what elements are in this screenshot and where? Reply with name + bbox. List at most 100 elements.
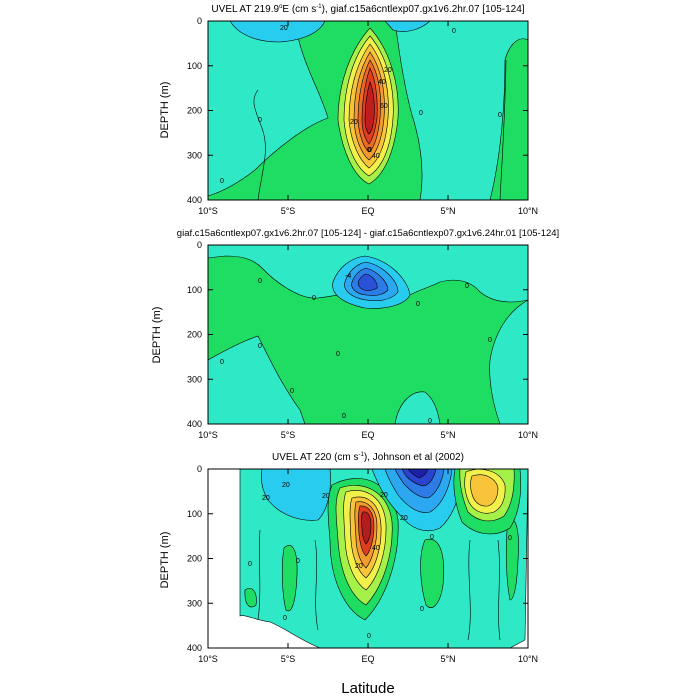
panel-1-band-0-10 (208, 21, 329, 197)
panel-3-field (208, 469, 528, 648)
contour-label: 20 (400, 515, 408, 522)
x-tick-label: 10°S (198, 206, 218, 216)
contour-label: 0 (283, 615, 287, 622)
panel-1-zero-left (253, 89, 266, 200)
panel-2: giaf.c15a6cntlexp07.gx1v6.2hr.07 [105-12… (151, 228, 559, 440)
contour-label: 0 (248, 561, 252, 568)
contour-label: 0 (258, 278, 262, 285)
y-tick-label: 100 (187, 285, 202, 295)
x-tick-label: 10°N (518, 654, 538, 664)
y-tick-label: 200 (187, 554, 202, 564)
x-tick-label: EQ (361, 654, 374, 664)
panel-1: UVEL AT 219.9oE (cm s-1), giaf.c15a6cntl… (159, 4, 538, 216)
panel-2-title: giaf.c15a6cntlexp07.gx1v6.2hr.07 [105-12… (177, 228, 559, 239)
y-tick-label: 200 (187, 330, 202, 340)
panel-1-jet-70 (364, 81, 375, 135)
panel-3-green-left2 (244, 588, 257, 608)
y-tick-label: 200 (187, 106, 202, 116)
y-tick-label: 300 (187, 374, 202, 384)
x-tick-label: EQ (361, 206, 374, 216)
panel-1-contour-labels: 20 0 20 40 60 40 20 0 0 0 0 0 0 0 (220, 25, 502, 185)
panel-3-green-mid (420, 538, 444, 608)
contour-label: 0 (420, 606, 424, 613)
panel-3: UVEL AT 220 (cm s-1), Johnson et al (200… (159, 452, 538, 664)
contour-label: 0 (428, 418, 432, 425)
contour-label: 0 (416, 301, 420, 308)
contour-label: 0 (508, 535, 512, 542)
panel-3-filament-1 (257, 529, 261, 621)
y-tick-label: 0 (197, 464, 202, 474)
panel-3-ylabel: DEPTH (m) (159, 532, 171, 589)
y-tick-label: 300 (187, 150, 202, 160)
panel-2-band-right (489, 299, 528, 424)
x-tick-label: 5°S (281, 430, 296, 440)
contour-label: 20 (282, 482, 290, 489)
x-tick-label: 10°S (198, 430, 218, 440)
contour-label: 20 (350, 119, 358, 126)
contour-label: 0 (290, 388, 294, 395)
contour-label: 0 (452, 28, 456, 35)
x-axis-label: Latitude (341, 680, 394, 697)
y-tick-label: 100 (187, 509, 202, 519)
contour-label: 0 (367, 633, 371, 640)
panel-2-contour-labels: -4 0 0 0 0 0 0 0 0 0 0 0 (220, 273, 492, 425)
y-tick-label: 400 (187, 195, 202, 205)
contour-label: 40 (372, 545, 380, 552)
panel-1-band-cyan-top (229, 21, 326, 43)
panel-3-filament-2 (314, 539, 319, 631)
contour-label: 0 (220, 178, 224, 185)
contour-label: 60 (380, 103, 388, 110)
panel-3-neg-5 (407, 469, 429, 479)
contour-label: 0 (296, 558, 300, 565)
y-tick-label: 400 (187, 643, 202, 653)
panel-2-band-left (208, 335, 306, 424)
x-tick-label: 5°N (440, 206, 455, 216)
panel-2-ylabel: DEPTH (m) (151, 307, 163, 364)
y-tick-label: 300 (187, 598, 202, 608)
contour-label: 0 (498, 112, 502, 119)
x-tick-label: 10°S (198, 654, 218, 664)
panel-2-axes: 10°S 5°S EQ 5°N 10°N 0 100 200 300 400 (187, 240, 538, 440)
y-tick-label: 0 (197, 240, 202, 250)
panel-3-green-left (281, 545, 298, 612)
y-tick-label: 400 (187, 419, 202, 429)
contour-label: 0 (258, 117, 262, 124)
contour-label: 20 (322, 493, 330, 500)
panel-1-zero-right (499, 59, 507, 200)
contour-label: 0 (220, 359, 224, 366)
contour-label: 40 (378, 79, 386, 86)
panel-3-title: UVEL AT 220 (cm s-1), Johnson et al (200… (272, 452, 464, 463)
panel-2-band-bottom (394, 391, 441, 424)
contour-label: 20 (355, 563, 363, 570)
x-tick-label: 5°S (281, 206, 296, 216)
x-tick-label: 10°N (518, 430, 538, 440)
panel-1-ylabel: DEPTH (m) (159, 82, 171, 139)
contour-label: 0 (465, 283, 469, 290)
panel-1-field (208, 21, 528, 200)
panel-3-contour-labels: 20 20 20 20 20 40 20 0 0 0 0 0 0 0 (248, 482, 512, 640)
x-tick-label: 5°N (440, 654, 455, 664)
contour-label: 0 (368, 147, 372, 154)
y-tick-label: 0 (197, 16, 202, 26)
contour-label: 0 (312, 295, 316, 302)
panel-3-green-right (505, 518, 519, 601)
y-tick-label: 100 (187, 61, 202, 71)
contour-label: 20 (380, 492, 388, 499)
contour-label: -4 (345, 273, 351, 280)
contour-label: 0 (342, 413, 346, 420)
contour-label: 20 (262, 495, 270, 502)
contour-label: 20 (280, 25, 288, 32)
panel-3-pos-n-40 (470, 474, 499, 507)
panel-2-neg-4 (357, 273, 378, 291)
contour-label: 0 (367, 147, 371, 154)
panel-1-title: UVEL AT 219.9oE (cm s-1), giaf.c15a6cntl… (211, 4, 524, 15)
panel-3-filament-3 (467, 539, 471, 641)
contour-label: 0 (488, 337, 492, 344)
contour-label: 0 (419, 110, 423, 117)
contour-label: 40 (372, 153, 380, 160)
x-tick-label: 5°N (440, 430, 455, 440)
x-tick-label: 5°S (281, 654, 296, 664)
